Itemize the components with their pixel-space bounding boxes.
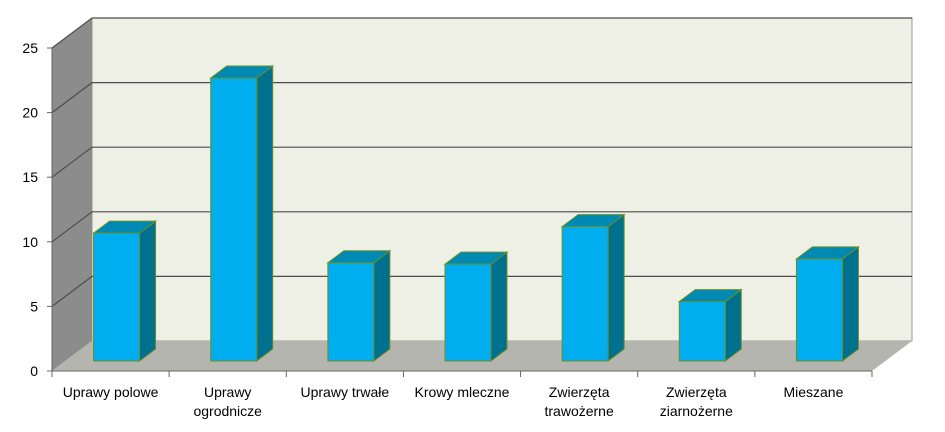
x-axis: Uprawy polowe Uprawy ogrodnicze Uprawy trwa… [51,370,873,419]
x-tick-label: Mieszane [783,384,843,400]
gridline-side [51,211,93,243]
y-tick-label: 25 [22,40,38,56]
x-tick-label: Uprawy trwałe [301,384,390,400]
y-axis: 0 5 10 15 20 25 [22,40,53,379]
bar [677,288,743,362]
bar-side [373,249,391,362]
bar-front [210,77,258,362]
bar-front [444,263,492,362]
y-tick-label: 5 [30,298,38,314]
bar-side [841,245,859,362]
bar-side [607,213,625,362]
x-tick-label: Uprawy ogrodnicze [193,384,262,419]
bar-front [795,258,843,362]
bar-front [93,232,141,362]
bar-front [327,262,375,362]
bar-front [678,301,726,362]
gridline-side [51,275,93,307]
x-tick-label: Zwierzęta ziarnożerne [660,384,733,419]
gridline-side [51,146,93,178]
bar-side [256,65,274,362]
bar [326,249,392,362]
y-tick-label: 20 [22,105,38,121]
x-tick-label: Uprawy polowe [63,384,159,400]
bar-side [490,251,508,362]
y-tick-label: 10 [22,234,38,250]
x-tick-label: Krowy mleczne [415,384,510,400]
bar-front [561,226,609,362]
bar [92,220,158,362]
x-tick-label: Zwierzęta trawożerne [545,384,614,419]
side-wall [52,18,92,371]
bar-series [92,65,860,362]
bar [794,245,860,362]
y-tick-label: 15 [22,169,38,185]
bar [560,213,626,362]
bar [209,65,275,362]
bar-side [139,220,157,362]
gridline-side [51,82,93,114]
y-tick-label: 0 [30,363,38,379]
bar [443,251,509,362]
gridline-side [51,17,93,49]
